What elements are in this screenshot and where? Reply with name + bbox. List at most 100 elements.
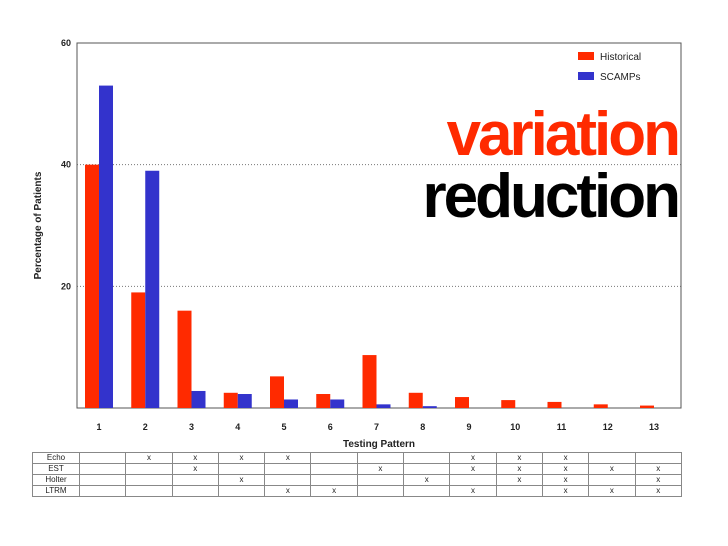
table-cell: x bbox=[403, 474, 451, 486]
x-axis-ticks: 1 2 3 4 5 6 7 8 9 10 11 12 13 bbox=[96, 422, 659, 432]
table-cell bbox=[217, 463, 266, 475]
table-cell bbox=[310, 452, 358, 464]
table-cell bbox=[171, 485, 219, 497]
table-cell bbox=[78, 474, 127, 486]
x-tick-label: 6 bbox=[328, 422, 333, 432]
table-cell bbox=[588, 452, 636, 464]
table-cell: x bbox=[495, 463, 543, 475]
table-cell: x bbox=[217, 474, 266, 486]
bar-scamps-4 bbox=[237, 394, 252, 408]
table-cell bbox=[78, 463, 127, 475]
table-cell bbox=[356, 474, 405, 486]
table-cell bbox=[495, 485, 543, 497]
bar-scamps-3 bbox=[191, 390, 206, 408]
bar-scamps-8 bbox=[422, 406, 437, 408]
table-cell bbox=[217, 485, 266, 497]
table-cell bbox=[403, 463, 451, 475]
table-cell: x bbox=[541, 463, 590, 475]
bar-scamps-7 bbox=[376, 404, 391, 408]
x-tick-label: 11 bbox=[557, 422, 567, 432]
table-cell: x bbox=[541, 474, 590, 486]
table-cell bbox=[125, 463, 173, 475]
y-axis-ticks: 20 40 60 bbox=[61, 38, 71, 291]
table-cell: x bbox=[541, 485, 590, 497]
table-cell: x bbox=[588, 463, 636, 475]
table-cell: x bbox=[634, 463, 683, 475]
legend-label-historical: Historical bbox=[600, 52, 641, 63]
bar-historical-1 bbox=[85, 164, 99, 408]
x-tick-label: 1 bbox=[96, 422, 101, 432]
table-cell: x bbox=[495, 474, 543, 486]
y-tick-label: 60 bbox=[61, 38, 71, 48]
table-cell bbox=[356, 452, 405, 464]
testing-pattern-table: Echo x x x x x x x EST x x x x x x x Holter x x x x x LTRM x x x x… bbox=[32, 452, 683, 497]
table-cell bbox=[449, 474, 497, 486]
bar-historical-8 bbox=[408, 392, 423, 408]
table-cell: x bbox=[634, 474, 683, 486]
table-cell: x bbox=[264, 485, 312, 497]
legend-swatch-scamps bbox=[578, 72, 594, 80]
table-cell: x bbox=[449, 452, 497, 464]
table-row-label: LTRM bbox=[32, 485, 80, 497]
table-cell: x bbox=[588, 485, 636, 497]
table-cell: x bbox=[125, 452, 173, 464]
table-row: EST x x x x x x x bbox=[32, 463, 683, 475]
bar-historical-5 bbox=[270, 376, 284, 408]
table-cell bbox=[588, 474, 636, 486]
table-cell: x bbox=[449, 485, 497, 497]
table-cell bbox=[171, 474, 219, 486]
bar-historical-9 bbox=[455, 397, 469, 408]
table-cell bbox=[78, 485, 127, 497]
x-tick-label: 7 bbox=[374, 422, 379, 432]
bar-scamps-2 bbox=[145, 170, 160, 408]
y-tick-label: 40 bbox=[61, 160, 71, 170]
table-cell: x bbox=[495, 452, 543, 464]
table-row-label: Holter bbox=[32, 474, 80, 486]
x-tick-label: 2 bbox=[143, 422, 148, 432]
x-tick-label: 12 bbox=[603, 422, 613, 432]
x-tick-label: 10 bbox=[510, 422, 520, 432]
table-row: Echo x x x x x x x bbox=[32, 452, 683, 464]
table-cell: x bbox=[449, 463, 497, 475]
bar-scamps-1 bbox=[99, 85, 113, 408]
table-cell bbox=[634, 452, 683, 464]
bar-historical-7 bbox=[362, 355, 377, 408]
y-axis-title: Percentage of Patients bbox=[33, 171, 44, 279]
table-cell bbox=[125, 485, 173, 497]
bar-scamps-6 bbox=[330, 399, 345, 408]
legend: Historical SCAMPs bbox=[578, 52, 641, 83]
table-row-label: EST bbox=[32, 463, 80, 475]
table-cell bbox=[356, 485, 405, 497]
x-axis-title: Testing Pattern bbox=[343, 439, 415, 450]
bar-historical-11 bbox=[547, 401, 562, 408]
table-row-label: Echo bbox=[32, 452, 80, 464]
bar-historical-13 bbox=[640, 405, 654, 408]
table-row: Holter x x x x x bbox=[32, 474, 683, 486]
y-tick-label: 20 bbox=[61, 281, 71, 291]
table-row: LTRM x x x x x x bbox=[32, 485, 683, 497]
table-cell bbox=[125, 474, 173, 486]
bars bbox=[85, 85, 654, 408]
bar-historical-2 bbox=[131, 292, 146, 408]
table-cell: x bbox=[356, 463, 405, 475]
x-tick-label: 13 bbox=[649, 422, 659, 432]
bar-historical-4 bbox=[223, 392, 238, 408]
legend-swatch-historical bbox=[578, 52, 594, 60]
table-cell: x bbox=[171, 452, 219, 464]
bar-historical-10 bbox=[501, 400, 516, 408]
table-cell: x bbox=[171, 463, 219, 475]
table-cell bbox=[310, 463, 358, 475]
x-tick-label: 3 bbox=[189, 422, 194, 432]
bar-scamps-5 bbox=[284, 399, 298, 408]
table-cell bbox=[403, 452, 451, 464]
bar-historical-6 bbox=[316, 394, 331, 408]
x-tick-label: 8 bbox=[420, 422, 425, 432]
headline-variation: variation bbox=[446, 100, 681, 169]
table-cell: x bbox=[310, 485, 358, 497]
table-cell: x bbox=[217, 452, 266, 464]
table-cell bbox=[310, 474, 358, 486]
x-tick-label: 4 bbox=[235, 422, 240, 432]
bar-historical-12 bbox=[593, 404, 608, 408]
table-cell bbox=[264, 463, 312, 475]
